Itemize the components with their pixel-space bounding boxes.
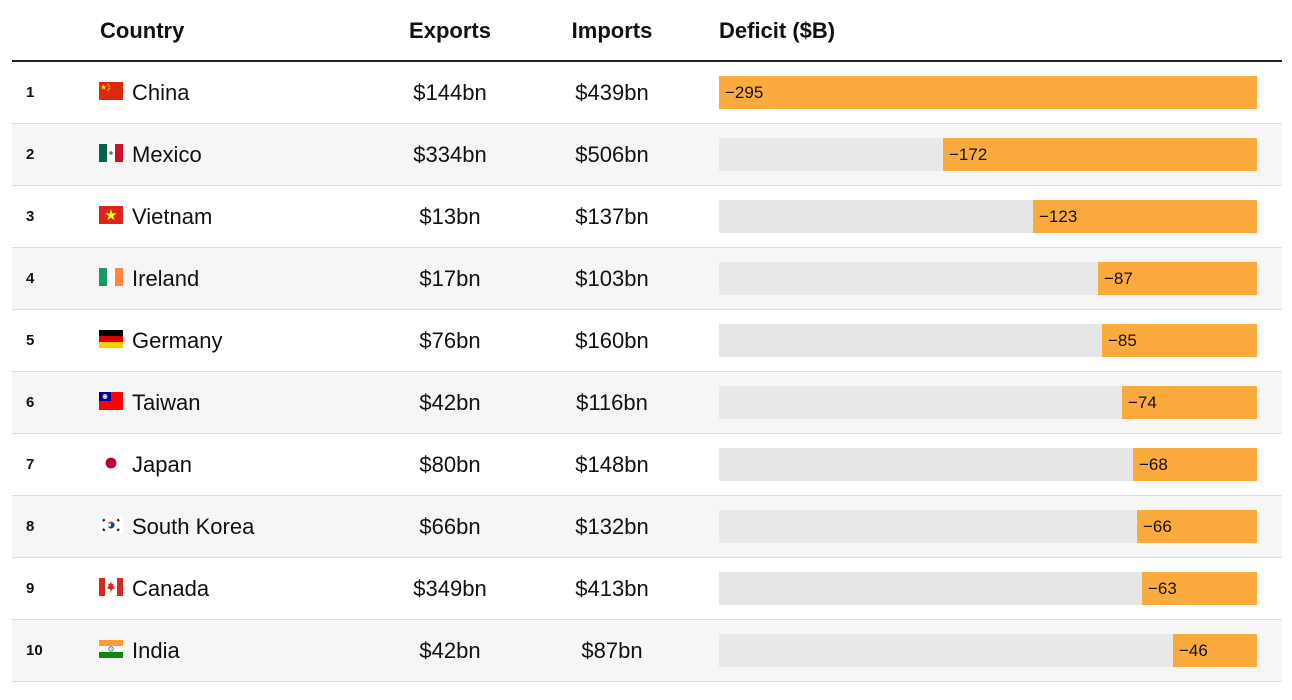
rank-number: 2 [26, 146, 35, 163]
table-row: 5 Germany $76bn $160bn −85 [12, 310, 1282, 372]
table-row: 4 Ireland $17bn $103bn −87 [12, 248, 1282, 310]
country-name: Germany [132, 328, 223, 353]
table-body: 1 China $144bn $439bn −295 2 Mexico $334bn $506b… [12, 62, 1282, 682]
india-flag-icon [99, 640, 123, 658]
deficit-bar-track: −172 [719, 138, 1257, 171]
header-country: Country [100, 18, 185, 43]
table-row: 6 Taiwan $42bn $116bn −74 [12, 372, 1282, 434]
deficit-label: −46 [1179, 641, 1208, 660]
imports-value: $103bn [575, 266, 649, 291]
country-name: Ireland [132, 266, 200, 291]
table-row: 7 Japan $80bn $148bn −68 [12, 434, 1282, 496]
country-name: South Korea [132, 514, 255, 539]
table-header: Country Exports Imports Deficit ($B) [12, 0, 1282, 62]
deficit-bar-track: −66 [719, 510, 1257, 543]
table-row: 2 Mexico $334bn $506bn −172 [12, 124, 1282, 186]
table-row: 10 India $42bn $87bn −46 [12, 620, 1282, 682]
deficit-bar: −123 [1033, 200, 1257, 233]
china-flag-icon [99, 82, 123, 100]
table-row: 3 Vietnam $13bn $137bn −123 [12, 186, 1282, 248]
mexico-flag-icon [99, 144, 123, 162]
deficit-bar: −87 [1098, 262, 1257, 295]
table-row: 8 South Korea $66bn $132bn −66 [12, 496, 1282, 558]
rank-number: 6 [26, 394, 35, 411]
header-exports: Exports [409, 18, 491, 43]
deficit-bar: −85 [1102, 324, 1257, 357]
deficit-bar: −172 [943, 138, 1257, 171]
exports-value: $13bn [419, 204, 481, 229]
japan-flag-icon [99, 454, 123, 472]
rank-number: 5 [26, 332, 35, 349]
deficit-bar: −68 [1133, 448, 1257, 481]
taiwan-flag-icon [99, 392, 123, 410]
imports-value: $506bn [575, 142, 649, 167]
deficit-bar-track: −123 [719, 200, 1257, 233]
deficit-bar-track: −74 [719, 386, 1257, 419]
deficit-bar: −63 [1142, 572, 1257, 605]
exports-value: $66bn [419, 514, 481, 539]
country-name: Japan [132, 452, 192, 477]
deficit-bar: −295 [719, 76, 1257, 109]
deficit-label: −123 [1039, 207, 1078, 226]
deficit-label: −172 [949, 145, 988, 164]
deficit-bar: −46 [1173, 634, 1257, 667]
deficit-label: −295 [725, 83, 764, 102]
deficit-bar-track: −46 [719, 634, 1257, 667]
deficit-label: −68 [1139, 455, 1168, 474]
exports-value: $42bn [419, 638, 481, 663]
deficit-label: −63 [1148, 579, 1177, 598]
ireland-flag-icon [99, 268, 123, 286]
imports-value: $160bn [575, 328, 649, 353]
deficit-bar-track: −295 [719, 76, 1257, 109]
deficit-bar-track: −63 [719, 572, 1257, 605]
deficit-bar-track: −68 [719, 448, 1257, 481]
deficit-label: −85 [1108, 331, 1137, 350]
imports-value: $87bn [581, 638, 643, 663]
deficit-bar: −74 [1122, 386, 1257, 419]
exports-value: $17bn [419, 266, 481, 291]
country-name: China [132, 80, 190, 105]
imports-value: $148bn [575, 452, 649, 477]
deficit-bar-track: −85 [719, 324, 1257, 357]
exports-value: $42bn [419, 390, 481, 415]
south-korea-flag-icon [99, 516, 123, 534]
trade-deficit-table: Country Exports Imports Deficit ($B) 1 Ch… [12, 0, 1282, 682]
table-row: 1 China $144bn $439bn −295 [12, 62, 1282, 124]
exports-value: $76bn [419, 328, 481, 353]
deficit-label: −66 [1143, 517, 1172, 536]
imports-value: $137bn [575, 204, 649, 229]
rank-number: 9 [26, 580, 35, 597]
deficit-bar: −66 [1137, 510, 1257, 543]
imports-value: $439bn [575, 80, 649, 105]
country-name: Taiwan [132, 390, 201, 415]
canada-flag-icon [99, 578, 123, 596]
imports-value: $413bn [575, 576, 649, 601]
germany-flag-icon [99, 330, 123, 348]
rank-number: 1 [26, 84, 35, 101]
header-imports: Imports [571, 18, 653, 43]
rank-number: 4 [26, 270, 35, 287]
deficit-bar-track: −87 [719, 262, 1257, 295]
exports-value: $144bn [413, 80, 487, 105]
deficit-label: −74 [1128, 393, 1157, 412]
deficit-label: −87 [1104, 269, 1133, 288]
exports-value: $80bn [419, 452, 481, 477]
header-deficit: Deficit ($B) [719, 18, 836, 43]
rank-number: 3 [26, 208, 35, 225]
exports-value: $349bn [413, 576, 487, 601]
exports-value: $334bn [413, 142, 487, 167]
imports-value: $116bn [576, 390, 648, 415]
imports-value: $132bn [575, 514, 649, 539]
vietnam-flag-icon [99, 206, 123, 224]
country-name: Vietnam [132, 204, 213, 229]
rank-number: 10 [26, 642, 43, 659]
table-row: 9 Canada $349bn $413bn −63 [12, 558, 1282, 620]
country-name: Canada [132, 576, 210, 601]
rank-number: 8 [26, 518, 35, 535]
country-name: Mexico [132, 142, 202, 167]
rank-number: 7 [26, 456, 35, 473]
country-name: India [132, 638, 180, 663]
